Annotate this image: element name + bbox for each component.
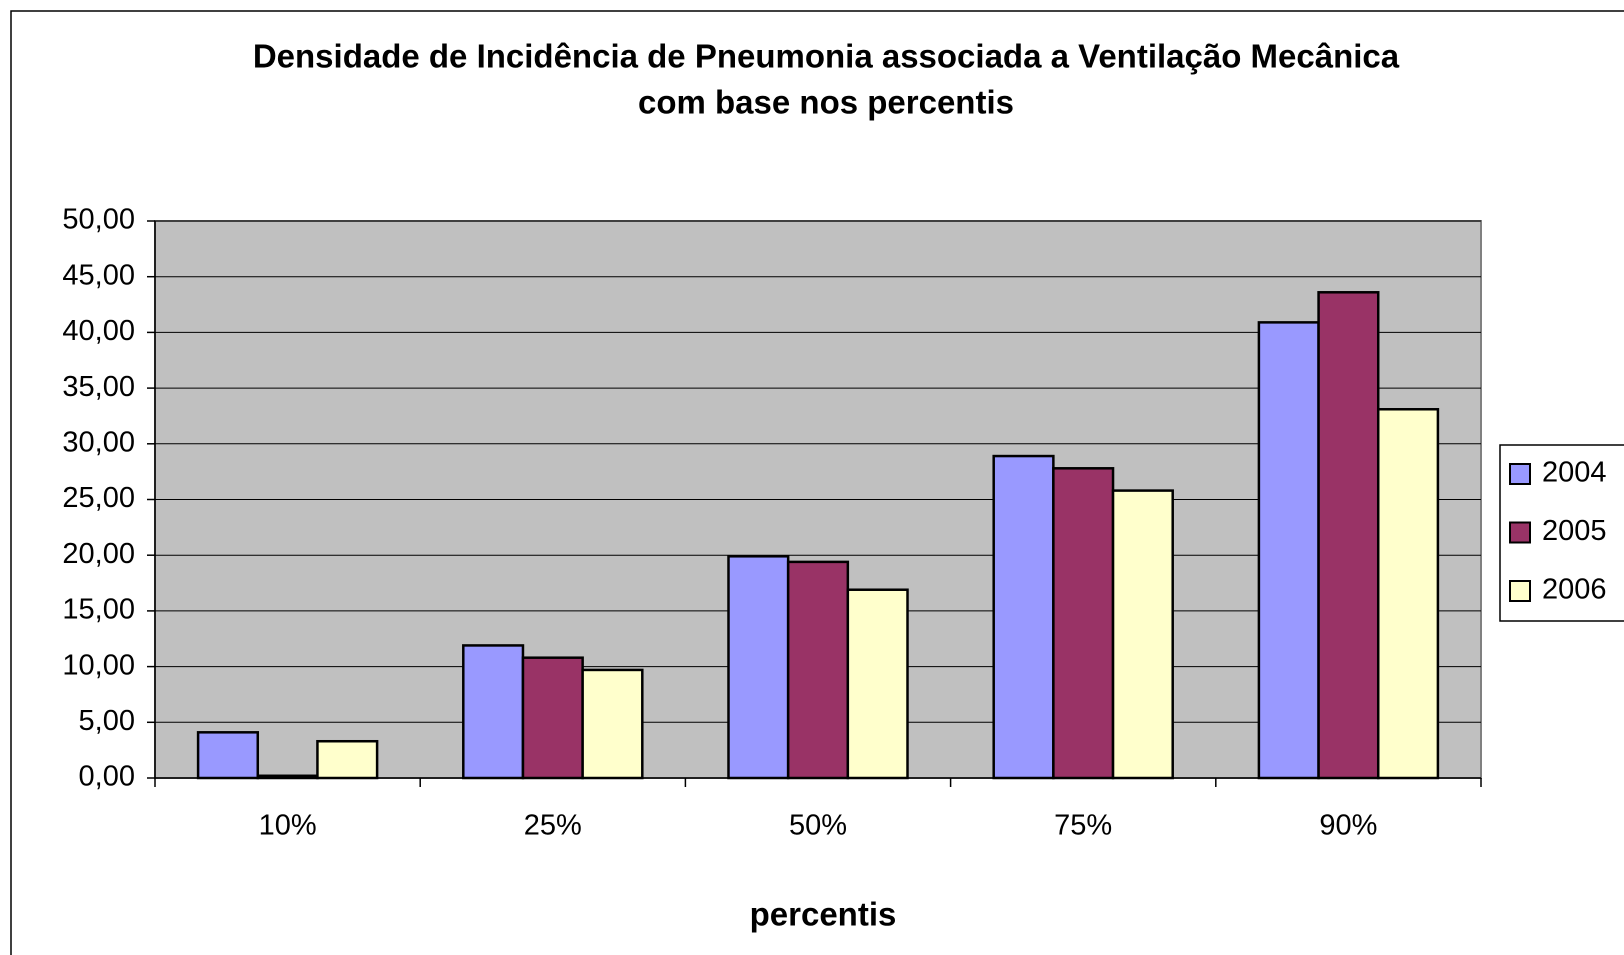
y-tick-label: 15,00 [62, 594, 135, 626]
bar [1111, 489, 1174, 780]
x-tick-label: 90% [1319, 810, 1377, 842]
chart-title: Densidade de Incidência de Pneumonia ass… [253, 38, 1400, 75]
bar [992, 454, 1055, 780]
bar [1052, 467, 1115, 780]
bar [316, 739, 379, 780]
x-tick-label: 10% [259, 810, 317, 842]
y-tick-label: 30,00 [62, 426, 135, 458]
y-tick-label: 20,00 [62, 538, 135, 570]
bar [1376, 408, 1440, 780]
y-tick-label: 35,00 [62, 371, 135, 403]
y-tick-label: 50,00 [62, 204, 135, 236]
legend-label: 2004 [1542, 457, 1607, 489]
y-tick-label: 40,00 [62, 315, 135, 347]
legend-label: 2006 [1542, 574, 1607, 606]
legend-swatch [1509, 580, 1531, 602]
bar [786, 560, 850, 780]
bar [521, 656, 584, 780]
bar [846, 588, 909, 780]
x-tick-label: 75% [1054, 810, 1112, 842]
y-tick-label: 10,00 [62, 649, 135, 681]
legend-swatch [1509, 521, 1531, 544]
y-tick-label: 5,00 [79, 705, 135, 737]
y-tick-label: 45,00 [62, 259, 135, 291]
chart-title: com base nos percentis [638, 84, 1014, 121]
bar [196, 731, 260, 780]
x-tick-label: 25% [524, 810, 582, 842]
x-axis-label: percentis [750, 896, 897, 933]
bar [727, 555, 790, 780]
bar [1257, 321, 1320, 780]
bar [462, 644, 525, 780]
y-tick-label: 25,00 [62, 482, 135, 514]
y-tick-label: 0,00 [79, 761, 135, 793]
bar [256, 774, 319, 780]
x-tick-label: 50% [789, 810, 847, 842]
legend-swatch [1509, 463, 1531, 485]
bar [1317, 291, 1380, 780]
bar [581, 668, 644, 780]
legend-label: 2005 [1542, 515, 1607, 547]
